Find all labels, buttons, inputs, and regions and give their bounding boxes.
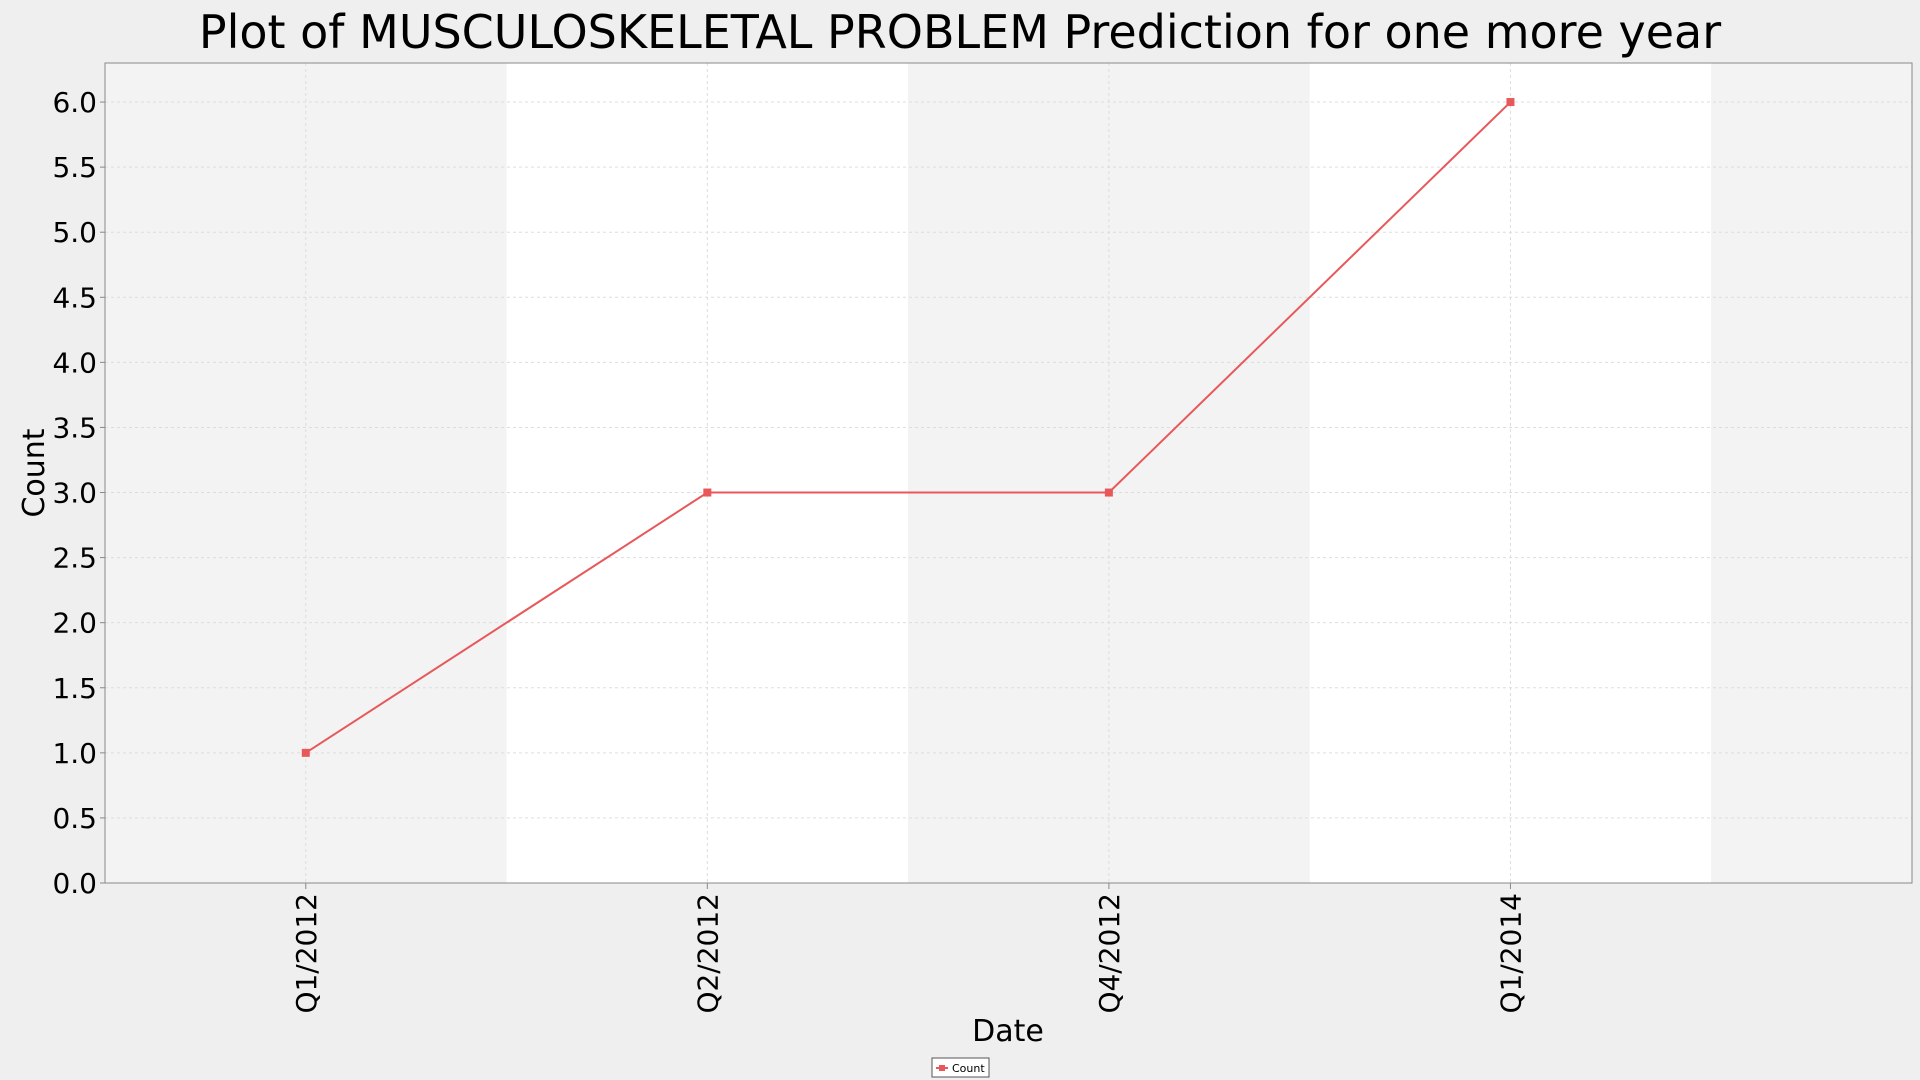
y-axis: 0.0 0.5 1.0 1.5 2.0 2.5 3.0 3.5 4.0 4.5 5.0 5.5 6.0 (52, 86, 105, 900)
y-tick-label: 6.0 (52, 86, 97, 119)
x-tick-label: Q1/2014 (1494, 893, 1527, 1014)
y-tick-label: 3.0 (52, 477, 97, 510)
y-tick-label: 4.0 (52, 346, 97, 379)
legend-box (931, 1057, 990, 1078)
y-tick-label: 1.5 (52, 672, 97, 705)
data-point (703, 488, 712, 497)
y-tick-label: 2.0 (52, 607, 97, 640)
data-point (1506, 98, 1515, 107)
y-tick-label: 1.0 (52, 737, 97, 770)
y-tick-label: 2.5 (52, 542, 97, 575)
legend-marker (939, 1065, 945, 1071)
x-tick-label: Q4/2012 (1093, 893, 1126, 1014)
y-tick-label: 0.0 (52, 867, 97, 900)
x-tick-label: Q1/2012 (290, 893, 323, 1014)
x-tick-label: Q2/2012 (691, 893, 724, 1014)
y-tick-label: 0.5 (52, 802, 97, 835)
y-tick-label: 3.5 (52, 411, 97, 444)
series-lines (305, 101, 1512, 754)
plot-bands (105, 63, 1912, 883)
chart-title: Plot of MUSCULOSKELETAL PROBLEM Predicti… (199, 5, 1721, 59)
legend: Count (931, 1057, 990, 1078)
data-point (301, 748, 310, 757)
plot-band (1711, 63, 1912, 883)
y-axis-label: Count (17, 428, 52, 517)
legend-label: Count (952, 1062, 985, 1075)
x-axis-label: Date (972, 1014, 1044, 1049)
plot-frame (104, 62, 1913, 884)
series-line (305, 101, 1512, 754)
data-point (1104, 488, 1113, 497)
y-tick-label: 4.5 (52, 281, 97, 314)
y-tick-label: 5.5 (52, 151, 97, 184)
series-markers (301, 98, 1515, 757)
x-axis: Q1/2012 Q2/2012 Q4/2012 Q1/2014 (290, 883, 1527, 1014)
y-tick-label: 5.0 (52, 216, 97, 249)
